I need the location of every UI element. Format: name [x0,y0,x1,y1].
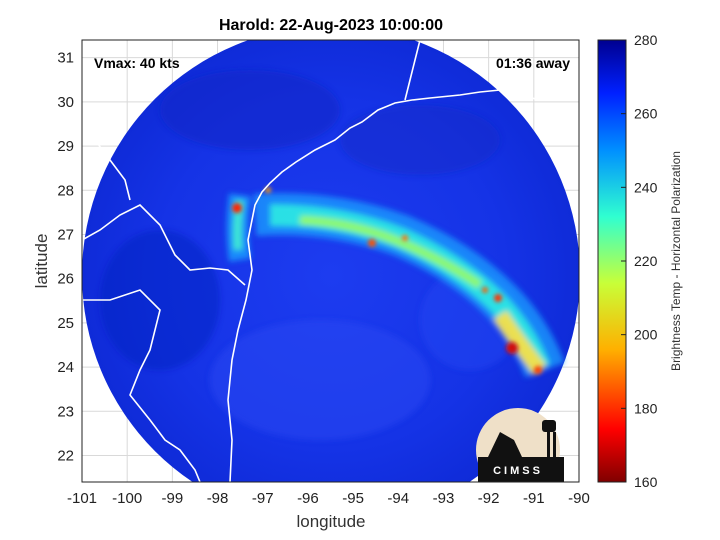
map-title: Harold: 22-Aug-2023 10:00:00 [219,17,443,34]
coastline [82,40,579,482]
colorbar-tick-label: 280 [634,32,658,48]
x-tick-label: -92 [478,490,500,507]
y-tick-label: 31 [57,50,74,67]
x-tick-label: -94 [387,490,409,507]
y-tick-label: 23 [57,403,74,420]
plot-border [81,39,580,483]
y-tick-label: 30 [57,94,74,111]
colorbar-tick-label: 180 [634,400,658,416]
colorbar-tick-label: 220 [634,253,658,269]
colorbar-tick-label: 260 [634,106,658,122]
x-tick-label: -101 [67,490,97,507]
y-tick-label: 28 [57,182,74,199]
x-tick-labels: -101 -100 -99 -98 -97 -96 -95 -94 -93 -92 -91 -90 [67,490,590,507]
y-tick-label: 26 [57,271,74,288]
x-axis-label: longitude [296,512,365,531]
x-tick-label: -93 [433,490,455,507]
x-tick-label: -90 [568,490,590,507]
colorbar-tick-labels: 160 180 200 220 240 260 280 [621,32,658,490]
y-tick-labels: 22 23 24 25 26 27 28 29 30 31 [57,50,74,465]
vmax-label: Vmax: 40 kts [94,55,180,71]
y-axis-label: latitude [32,234,51,289]
colorbar-tick-label: 160 [634,474,658,490]
x-tick-label: -100 [112,490,142,507]
y-tick-label: 27 [57,226,74,243]
y-tick-label: 29 [57,138,74,155]
colorbar-tick-label: 200 [634,327,658,343]
y-tick-label: 24 [57,359,74,376]
x-tick-label: -95 [342,490,364,507]
x-tick-label: -91 [523,490,545,507]
x-tick-label: -98 [207,490,229,507]
colorbar-tick-label: 240 [634,179,658,195]
cold-cores [232,187,542,374]
x-tick-label: -99 [162,490,184,507]
y-tick-label: 25 [57,315,74,332]
logo-text: CIMSS [493,465,543,477]
y-tick-label: 22 [57,447,74,464]
x-tick-label: -96 [297,490,319,507]
time-away-label: 01:36 away [496,55,570,71]
rain-band [226,193,565,378]
cimss-logo: CIMSS [476,408,564,482]
x-tick-label: -97 [252,490,274,507]
colorbar-label: Brightness Temp - Horizontal Polarizatio… [669,151,683,371]
